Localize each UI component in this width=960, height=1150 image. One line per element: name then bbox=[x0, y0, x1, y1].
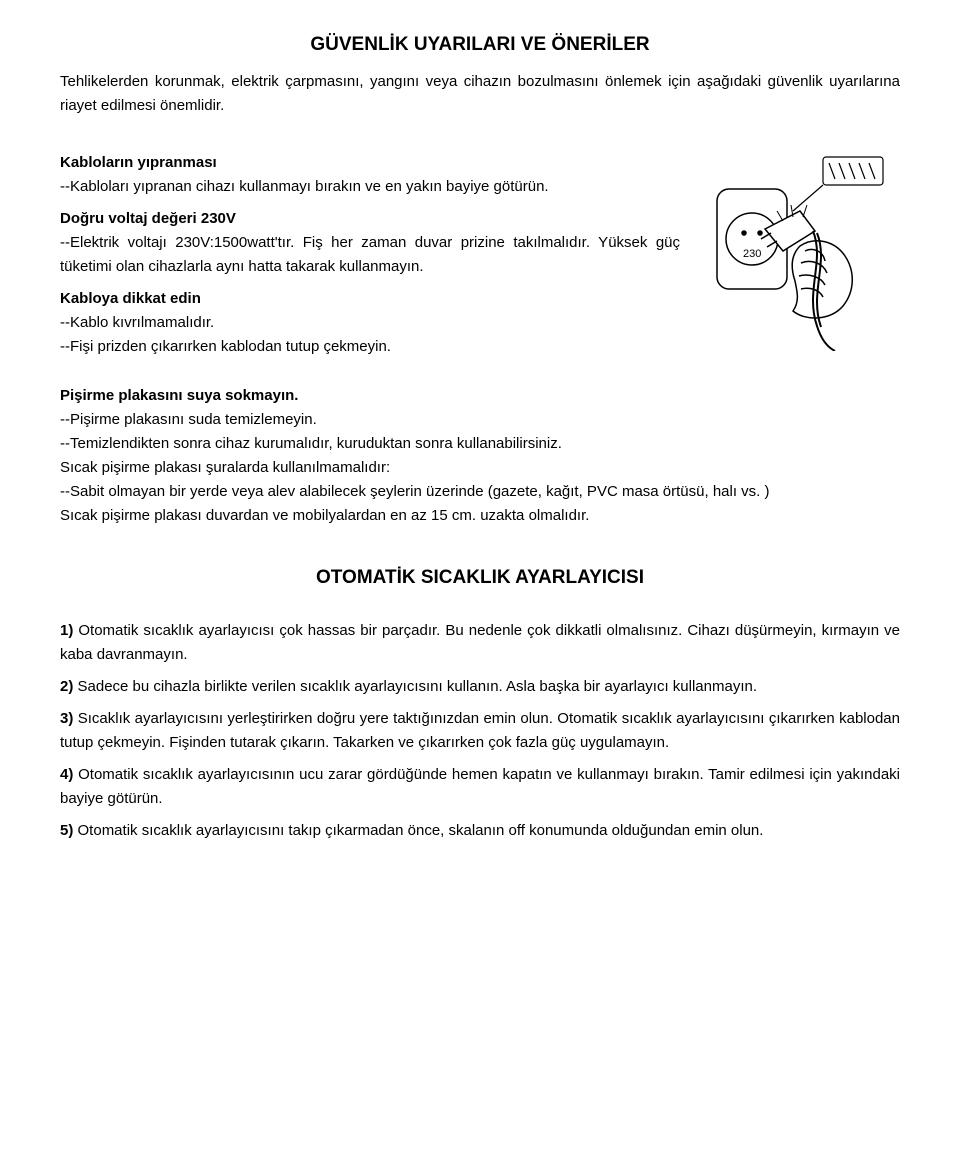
thermostat-item-2: 2) Sadece bu cihazla birlikte verilen sı… bbox=[60, 675, 900, 699]
hot-plate-line2: Sıcak pişirme plakası duvardan ve mobily… bbox=[60, 504, 900, 528]
item-3-number: 3) bbox=[60, 710, 73, 727]
thermostat-item-5: 5) Otomatik sıcaklık ayarlayıcısını takı… bbox=[60, 819, 900, 843]
heading-cable-wear: Kabloların yıpranması bbox=[60, 151, 680, 175]
cables-text: Kabloların yıpranması --Kabloları yıpran… bbox=[60, 143, 680, 359]
cable-care-line1: --Kablo kıvrılmamalıdır. bbox=[60, 311, 680, 335]
item-5-number: 5) bbox=[60, 822, 73, 839]
heading-voltage: Doğru voltaj değeri 230V bbox=[60, 207, 680, 231]
item-1-number: 1) bbox=[60, 622, 73, 639]
intro-paragraph: Tehlikelerden korunmak, elektrik çarpmas… bbox=[60, 70, 900, 118]
item-4-number: 4) bbox=[60, 766, 73, 783]
page-title: GÜVENLİK UYARILARI VE ÖNERİLER bbox=[60, 30, 900, 60]
item-2-text: Sadece bu cihazla birlikte verilen sıcak… bbox=[73, 678, 757, 695]
item-3-text: Sıcaklık ayarlayıcısını yerleştirirken d… bbox=[60, 710, 900, 751]
plug-illustration: 230 bbox=[700, 143, 900, 359]
thermostat-item-3: 3) Sıcaklık ayarlayıcısını yerleştirirke… bbox=[60, 707, 900, 755]
no-water-line1: --Pişirme plakasını suda temizlemeyin. bbox=[60, 408, 900, 432]
cable-wear-line: --Kabloları yıpranan cihazı kullanmayı b… bbox=[60, 175, 680, 199]
socket-230-label: 230 bbox=[743, 248, 761, 260]
no-water-line2: --Temizlendikten sonra cihaz kurumalıdır… bbox=[60, 432, 900, 456]
section-cables: Kabloların yıpranması --Kabloları yıpran… bbox=[60, 143, 900, 359]
item-4-text: Otomatik sıcaklık ayarlayıcısının ucu za… bbox=[60, 766, 900, 807]
item-5-text: Otomatik sıcaklık ayarlayıcısını takıp ç… bbox=[73, 822, 763, 839]
section-title-thermostat: OTOMATİK SICAKLIK AYARLAYICISI bbox=[60, 563, 900, 593]
heading-cable-care: Kabloya dikkat edin bbox=[60, 287, 680, 311]
cable-care-line2: --Fişi prizden çıkarırken kablodan tutup… bbox=[60, 335, 680, 359]
hot-plate-line1: --Sabit olmayan bir yerde veya alev alab… bbox=[60, 480, 900, 504]
item-1-text: Otomatik sıcaklık ayarlayıcısı çok hassa… bbox=[60, 622, 900, 663]
thermostat-item-4: 4) Otomatik sıcaklık ayarlayıcısının ucu… bbox=[60, 763, 900, 811]
heading-hot-plate-places: Sıcak pişirme plakası şuralarda kullanıl… bbox=[60, 456, 900, 480]
plug-socket-icon: 230 bbox=[705, 151, 895, 351]
voltage-line: --Elektrik voltajı 230V:1500watt'tır. Fi… bbox=[60, 231, 680, 279]
heading-no-water: Pişirme plakasını suya sokmayın. bbox=[60, 384, 900, 408]
thermostat-item-1: 1) Otomatik sıcaklık ayarlayıcısı çok ha… bbox=[60, 619, 900, 667]
item-2-number: 2) bbox=[60, 678, 73, 695]
section-plate: Pişirme plakasını suya sokmayın. --Pişir… bbox=[60, 384, 900, 528]
